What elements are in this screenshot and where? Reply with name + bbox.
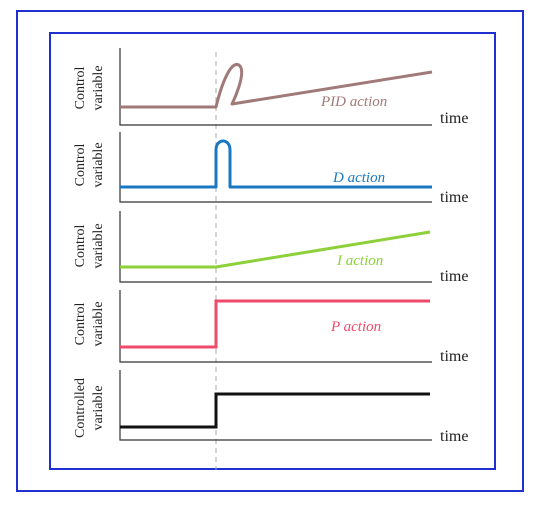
panel-controlled-time-label: time: [440, 428, 468, 445]
panel-p-time-label: time: [440, 348, 468, 365]
panel-pid-curve: [120, 62, 433, 109]
panel-pid-ylabel-1: Control: [73, 67, 88, 110]
panel-i-ylabel-2: variable: [91, 223, 106, 268]
panel-i-caption: I action: [336, 253, 383, 269]
panel-i-time-label: time: [440, 268, 468, 285]
panel-d-time-label: time: [440, 189, 468, 206]
panel-p-curve: [120, 299, 430, 349]
panel-p-ylabel-1: Control: [73, 303, 88, 346]
panel-i-axes: [119, 211, 432, 283]
panel-d-curve: [120, 139, 432, 189]
panel-i-curve: [120, 230, 431, 269]
panel-i: Control variable I action time: [73, 211, 468, 285]
panel-controlled-ylabel-1: Controlled: [73, 378, 88, 438]
inner-frame: [49, 32, 496, 470]
panel-pid-axes: [119, 48, 432, 126]
panel-p-ylabel-2: variable: [91, 301, 106, 346]
panel-d: Control variable D action time: [73, 132, 468, 206]
panel-controlled-ylabel-2: variable: [91, 385, 106, 430]
panel-pid-ylabel-2: variable: [91, 65, 106, 110]
panel-d-ylabel-1: Control: [73, 144, 88, 187]
panel-pid: Control variable PID action time: [73, 48, 468, 127]
panel-pid-caption: PID action: [320, 94, 387, 110]
panel-pid-time-label: time: [440, 110, 468, 127]
panel-d-caption: D action: [332, 170, 385, 186]
panel-p-axes: [119, 290, 432, 363]
panel-p-caption: P action: [330, 319, 381, 335]
panel-p: Control variable P action time: [73, 290, 468, 365]
panel-controlled-curve: [120, 392, 430, 429]
panel-i-ylabel-1: Control: [73, 225, 88, 268]
outer-frame: [16, 10, 524, 492]
panel-d-ylabel-2: variable: [91, 142, 106, 187]
panel-controlled: Controlled variable time: [73, 370, 468, 445]
panel-controlled-axes: [119, 370, 432, 441]
panel-d-axes: [119, 132, 432, 203]
